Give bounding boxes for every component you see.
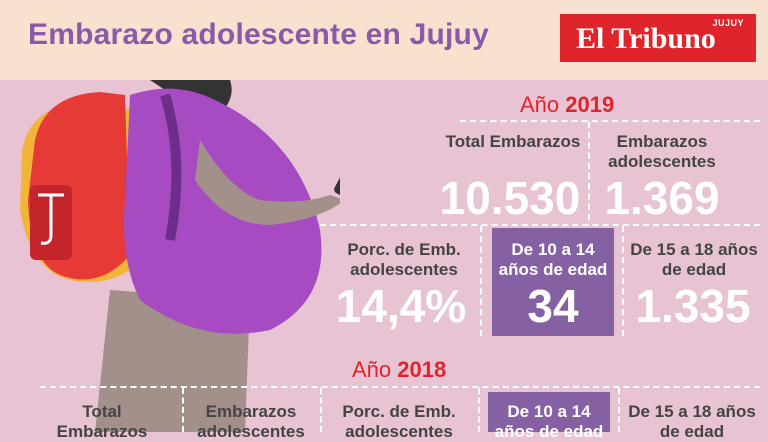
total-embarazos-2019-value: 10.530 [439, 172, 581, 224]
divider [588, 122, 590, 220]
page-title: Embarazo adolescente en Jujuy [28, 18, 489, 51]
divider [460, 120, 760, 122]
edad-15-18-2018-label: De 15 a 18 años de edad [628, 402, 756, 441]
backpack-emblem-illustration [38, 193, 64, 245]
logo-name: El Tribuno [576, 22, 716, 55]
porcentaje-2019-label: Porc. de Emb. adolescentes [347, 240, 461, 279]
year-2018-heading: Año 2018 [352, 357, 446, 383]
embarazos-adolescentes-2019-value: 1.369 [604, 172, 720, 224]
el-tribuno-logo[interactable]: JUJUY El Tribuno [560, 14, 756, 62]
strap-illustration [160, 93, 182, 241]
porcentaje-2019-value: 14,4% [335, 280, 467, 332]
edad-10-14-2018-box: De 10 a 14 años de edad [488, 392, 610, 441]
divider [40, 386, 760, 388]
divider [320, 224, 760, 226]
total-embarazos-2018-label: Total Embarazos [56, 402, 148, 441]
divider [618, 388, 620, 432]
embarazos-adolescentes-2018-label: Embarazos adolescentes [197, 402, 305, 441]
embarazos-adolescentes-2019-label: Embarazos adolescentes [608, 132, 716, 171]
divider [480, 226, 482, 336]
edad-10-14-2019-label: De 10 a 14 años de edad [498, 240, 608, 279]
edad-10-14-2018-label: De 10 a 14 años de edad [494, 402, 604, 441]
year-2018-number: 2018 [397, 357, 447, 382]
total-embarazos-2019-label: Total Embarazos [445, 132, 581, 151]
edad-10-14-2019-value: 34 [527, 280, 579, 332]
logo-region: JUJUY [712, 18, 744, 28]
header-bar: Embarazo adolescente en Jujuy JUJUY El T… [0, 0, 768, 80]
divider [622, 226, 624, 336]
year-2019-prefix: Año [520, 92, 560, 117]
divider [320, 388, 322, 432]
arm-illustration [195, 140, 340, 225]
year-2019-number: 2019 [565, 92, 615, 117]
divider [182, 388, 184, 432]
edad-15-18-2019-label: De 15 a 18 años de edad [630, 240, 758, 279]
divider [478, 388, 480, 432]
phone-illustration [334, 159, 340, 200]
edad-10-14-2019-box: De 10 a 14 años de edad 34 [492, 228, 614, 336]
edad-15-18-2019-value: 1.335 [635, 280, 751, 332]
porcentaje-2018-label: Porc. de Emb. adolescentes [342, 402, 456, 441]
pregnant-teen-illustration [20, 80, 340, 432]
year-2018-prefix: Año [352, 357, 392, 382]
year-2019-heading: Año 2019 [520, 92, 614, 118]
